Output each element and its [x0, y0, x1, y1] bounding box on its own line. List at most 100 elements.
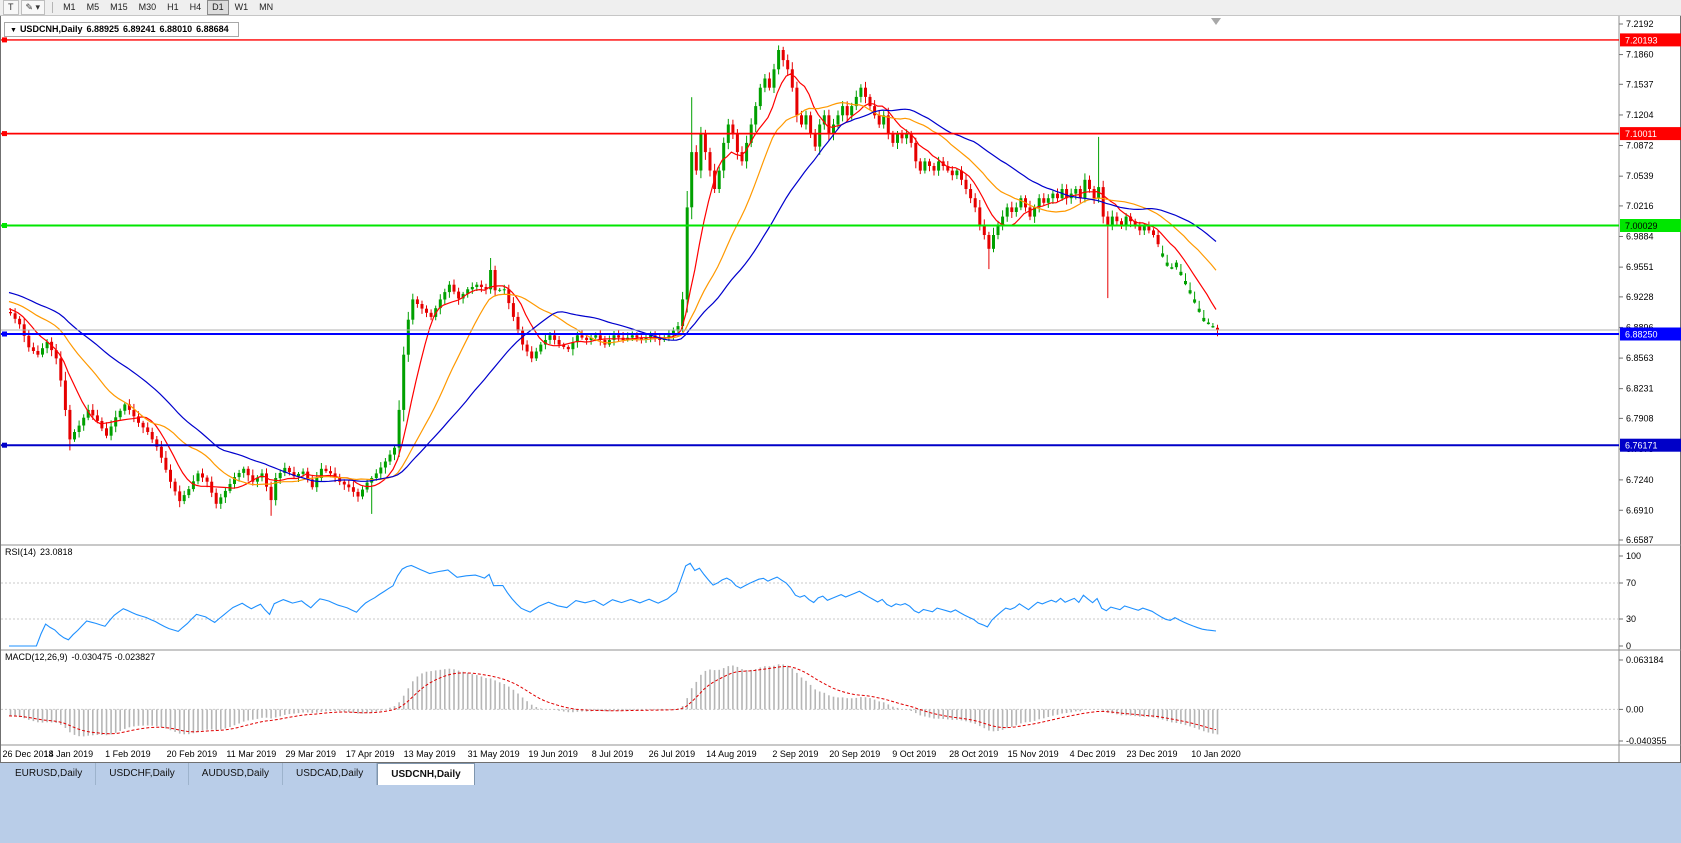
candle-body [383, 461, 387, 468]
horizontal-line-6.76171[interactable]: 6.76171 [1, 438, 1681, 452]
candle-body [59, 358, 63, 381]
candle-body [818, 124, 822, 147]
candle-body [978, 207, 982, 226]
macd-tick-label: 0.00 [1626, 704, 1644, 714]
date-label: 14 Jan 2019 [44, 749, 94, 759]
price-tick-label: 7.1860 [1626, 50, 1654, 60]
candle-body [1010, 207, 1014, 212]
candle-body [722, 142, 726, 171]
horizontal-line-6.88250[interactable]: 6.88250 [1, 327, 1681, 341]
candle-body [1133, 221, 1137, 226]
candle-body [105, 428, 108, 436]
candle-body [118, 410, 122, 418]
timeframe-button-m30[interactable]: M30 [138, 2, 157, 12]
candle-body [1115, 216, 1119, 222]
timeframe-button-h4[interactable]: H4 [189, 2, 202, 12]
timeframe-button-d1[interactable]: D1 [207, 0, 229, 15]
timeframe-button-m15[interactable]: M15 [110, 2, 128, 12]
hline-price-label: 7.20193 [1625, 35, 1658, 45]
candle-body [562, 344, 566, 347]
candle-body [767, 78, 771, 88]
candle-body [827, 115, 831, 134]
candle-body [845, 106, 849, 116]
chart-tab-usdcnh[interactable]: USDCNH,Daily [377, 763, 475, 785]
candle-body [100, 421, 104, 429]
candle-body [1138, 225, 1142, 231]
candle-body [292, 472, 296, 477]
timeframe-button-mn[interactable]: MN [259, 2, 274, 12]
hline-handle[interactable] [2, 223, 7, 228]
text-tool-button[interactable]: T [3, 0, 19, 15]
candle-body [233, 477, 236, 484]
hline-handle[interactable] [2, 331, 7, 337]
candle-body [237, 473, 241, 478]
candle-body [575, 335, 579, 343]
chart-tab-audusd[interactable]: AUDUSD,Daily [189, 763, 284, 785]
candle-body [832, 124, 835, 134]
candle-body [950, 170, 954, 176]
chart-shift-marker[interactable] [1211, 18, 1221, 25]
chart-canvas[interactable]: 7.2192 7.1860 7.1537 7.1204 7.0872 7.0539 7.02… [1, 16, 1681, 763]
candle-body [274, 478, 278, 501]
candle-body [159, 446, 163, 458]
candle-body [393, 447, 396, 455]
candle-body [589, 337, 593, 340]
chart-tab-usdchf[interactable]: USDCHF,Daily [96, 763, 189, 785]
candle-body [511, 303, 515, 317]
timeframe-button-h1[interactable]: H1 [167, 2, 179, 12]
candle-body [1193, 299, 1197, 303]
date-label: 17 Apr 2019 [346, 749, 395, 759]
candle-body [543, 340, 547, 345]
chart-tab-usdcad[interactable]: USDCAD,Daily [283, 763, 378, 785]
candle-body [900, 133, 904, 139]
candle-body [1088, 179, 1091, 189]
candle-body [324, 468, 328, 472]
candle-body [617, 335, 621, 338]
timeframe-button-m1[interactable]: M1 [63, 2, 76, 12]
draw-tool-button[interactable]: ✎ ▾ [20, 0, 46, 15]
timeframe-button-w1[interactable]: W1 [234, 2, 249, 12]
candle-body [635, 335, 639, 338]
rsi-name: RSI(14) [5, 547, 37, 557]
horizontal-line-7.00029[interactable]: 7.00029 [1, 219, 1681, 232]
price-tick-label: 6.8231 [1626, 384, 1654, 394]
rsi-value: 23.0818 [40, 547, 73, 557]
candle-body [758, 87, 762, 107]
horizontal-line-7.20193[interactable]: 7.20193 [1, 33, 1681, 47]
horizontal-line-7.10011[interactable]: 7.10011 [1, 127, 1681, 141]
date-label: 20 Feb 2019 [167, 749, 218, 759]
timeframe-button-m5[interactable]: M5 [86, 2, 100, 12]
date-label: 13 May 2019 [404, 749, 456, 759]
candles-series [9, 45, 1219, 516]
chart-window: 7.2192 7.1860 7.1537 7.1204 7.0872 7.0539 7.02… [0, 16, 1681, 763]
price-tick-label: 6.8563 [1626, 353, 1654, 363]
rsi-tick-label: 100 [1626, 551, 1641, 561]
candle-body [1165, 262, 1169, 266]
candle-body [1042, 198, 1046, 203]
candle-body [955, 170, 959, 176]
candle-body [525, 344, 529, 352]
ohlc-high: 6.89241 [123, 24, 156, 34]
price-tick-label: 6.8896 [1626, 322, 1654, 332]
candle-body [676, 326, 680, 331]
candle-body [886, 115, 890, 134]
candle-body [507, 289, 511, 304]
rsi-tick-label: 30 [1626, 614, 1636, 624]
chart-tab-eurusd[interactable]: EURUSD,Daily [2, 763, 97, 785]
collapse-ohlc-icon[interactable]: ▼ [10, 27, 17, 34]
candle-body [155, 439, 159, 447]
ma-slow-line [8, 108, 1217, 483]
candle-body [169, 469, 172, 482]
candle-body [864, 87, 867, 97]
candle-body [992, 235, 995, 249]
hline-handle[interactable] [2, 442, 7, 448]
candle-body [703, 133, 707, 153]
candle-body [1156, 235, 1160, 245]
hline-handle[interactable] [2, 37, 7, 43]
date-label: 4 Dec 2019 [1070, 749, 1116, 759]
candle-body [196, 473, 200, 482]
candle-body [361, 489, 364, 497]
hline-handle[interactable] [2, 131, 7, 137]
candle-body [1056, 193, 1059, 199]
candle-body [489, 270, 493, 290]
